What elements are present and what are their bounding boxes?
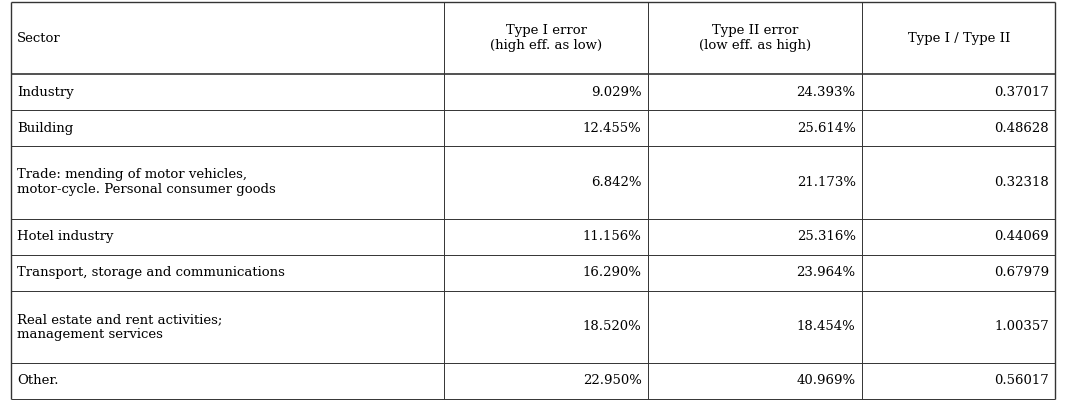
Text: 0.44069: 0.44069 <box>995 230 1049 243</box>
Text: Industry: Industry <box>17 86 74 99</box>
Text: 0.37017: 0.37017 <box>995 86 1049 99</box>
Text: Type II error
(low eff. as high): Type II error (low eff. as high) <box>699 24 811 52</box>
Text: Hotel industry: Hotel industry <box>17 230 114 243</box>
Text: Trade: mending of motor vehicles,
motor-cycle. Personal consumer goods: Trade: mending of motor vehicles, motor-… <box>17 168 276 196</box>
Text: 0.67979: 0.67979 <box>994 266 1049 279</box>
Text: 40.969%: 40.969% <box>796 375 856 387</box>
Text: 9.029%: 9.029% <box>591 86 642 99</box>
Text: 0.48628: 0.48628 <box>995 122 1049 135</box>
Text: 22.950%: 22.950% <box>583 375 642 387</box>
Text: 0.32318: 0.32318 <box>995 176 1049 189</box>
Text: Real estate and rent activities;
management services: Real estate and rent activities; managem… <box>17 313 223 341</box>
Text: 24.393%: 24.393% <box>796 86 856 99</box>
Text: Type I error
(high eff. as low): Type I error (high eff. as low) <box>490 24 602 52</box>
Text: 23.964%: 23.964% <box>796 266 856 279</box>
Text: 25.316%: 25.316% <box>796 230 856 243</box>
Text: 18.454%: 18.454% <box>797 320 856 333</box>
Text: Type I / Type II: Type I / Type II <box>907 32 1010 45</box>
Text: Sector: Sector <box>17 32 61 45</box>
Text: 0.56017: 0.56017 <box>995 375 1049 387</box>
Text: 6.842%: 6.842% <box>591 176 642 189</box>
Text: Transport, storage and communications: Transport, storage and communications <box>17 266 285 279</box>
Text: 25.614%: 25.614% <box>796 122 856 135</box>
Text: Building: Building <box>17 122 74 135</box>
Text: 12.455%: 12.455% <box>583 122 642 135</box>
Text: 21.173%: 21.173% <box>796 176 856 189</box>
Text: 11.156%: 11.156% <box>583 230 642 243</box>
Text: 16.290%: 16.290% <box>582 266 642 279</box>
Text: 1.00357: 1.00357 <box>995 320 1049 333</box>
Text: Other.: Other. <box>17 375 59 387</box>
Text: 18.520%: 18.520% <box>583 320 642 333</box>
